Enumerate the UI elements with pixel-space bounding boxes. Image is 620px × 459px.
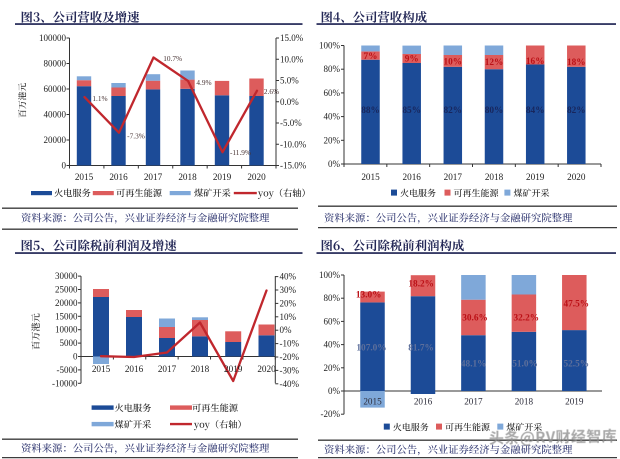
svg-text:100%: 100% [319, 270, 341, 280]
svg-text:2015: 2015 [363, 396, 382, 406]
svg-text:-20%: -20% [321, 409, 341, 419]
svg-text:60000: 60000 [44, 84, 67, 94]
svg-text:2017: 2017 [144, 172, 163, 182]
svg-text:40%: 40% [324, 112, 341, 122]
svg-text:51.0%: 51.0% [512, 360, 538, 370]
svg-text:0%: 0% [280, 325, 293, 335]
svg-text:16%: 16% [526, 57, 545, 67]
svg-text:-10000: -10000 [52, 378, 78, 388]
svg-text:80000: 80000 [44, 59, 67, 69]
svg-text:30%: 30% [280, 285, 297, 295]
svg-text:2019: 2019 [213, 172, 232, 182]
svg-text:2017: 2017 [464, 396, 483, 406]
svg-text:32.2%: 32.2% [514, 314, 540, 324]
svg-text:40000: 40000 [44, 110, 67, 120]
svg-text:2018: 2018 [515, 396, 534, 406]
svg-text:85%: 85% [402, 106, 421, 116]
svg-text:2018: 2018 [178, 172, 197, 182]
svg-text:-7.3%: -7.3% [127, 131, 145, 140]
svg-text:25000: 25000 [55, 285, 78, 295]
svg-text:7%: 7% [364, 52, 378, 62]
svg-text:2019: 2019 [565, 396, 584, 406]
svg-text:40%: 40% [324, 340, 341, 350]
svg-text:-5.0%: -5.0% [280, 118, 302, 128]
svg-text:2016: 2016 [403, 172, 422, 182]
svg-text:2018: 2018 [485, 172, 504, 182]
svg-text:4.9%: 4.9% [196, 78, 211, 87]
svg-text:40%: 40% [280, 272, 297, 282]
svg-text:52.5%: 52.5% [564, 360, 590, 370]
svg-text:0: 0 [73, 352, 78, 362]
svg-text:18.2%: 18.2% [408, 280, 434, 290]
svg-text:5.0%: 5.0% [280, 76, 299, 86]
svg-text:2020: 2020 [567, 172, 586, 182]
svg-text:80%: 80% [324, 64, 341, 74]
svg-text:2015: 2015 [75, 172, 94, 182]
svg-text:80%: 80% [485, 106, 504, 116]
svg-text:15000: 15000 [55, 311, 78, 321]
svg-text:2019: 2019 [224, 364, 243, 374]
svg-text:30.6%: 30.6% [462, 314, 488, 324]
svg-text:-20%: -20% [280, 352, 300, 362]
svg-text:-30%: -30% [280, 365, 300, 375]
svg-text:5000: 5000 [60, 338, 79, 348]
svg-text:0%: 0% [328, 386, 341, 396]
svg-text:2020: 2020 [257, 364, 276, 374]
svg-text:88%: 88% [361, 106, 380, 116]
svg-text:2020: 2020 [247, 172, 266, 182]
svg-text:2016: 2016 [414, 396, 433, 406]
svg-text:20%: 20% [324, 135, 341, 145]
svg-text:100000: 100000 [39, 33, 67, 43]
svg-text:2016: 2016 [109, 172, 128, 182]
svg-text:107.0%: 107.0% [356, 344, 386, 354]
svg-text:2015: 2015 [361, 172, 380, 182]
svg-text:10.7%: 10.7% [163, 54, 182, 63]
svg-text:82%: 82% [567, 106, 586, 116]
svg-text:0%: 0% [328, 159, 341, 169]
svg-text:10%: 10% [444, 58, 463, 68]
svg-text:82%: 82% [444, 106, 463, 116]
svg-text:9%: 9% [405, 55, 419, 65]
svg-text:2017: 2017 [444, 172, 463, 182]
svg-text:-5000: -5000 [57, 365, 78, 375]
svg-text:2019: 2019 [526, 172, 545, 182]
svg-text:30000: 30000 [55, 271, 78, 281]
svg-text:-40%: -40% [280, 379, 300, 389]
svg-text:60%: 60% [324, 88, 341, 98]
svg-text:-10%: -10% [280, 339, 300, 349]
svg-text:-11.9%: -11.9% [230, 148, 251, 157]
svg-text:80%: 80% [324, 293, 341, 303]
svg-text:48.1%: 48.1% [461, 360, 487, 370]
svg-text:20000: 20000 [44, 135, 67, 145]
svg-text:10000: 10000 [55, 325, 78, 335]
svg-text:84%: 84% [526, 106, 545, 116]
svg-text:-15.0%: -15.0% [280, 161, 307, 171]
svg-text:20000: 20000 [55, 298, 78, 308]
svg-text:0: 0 [62, 161, 67, 171]
svg-text:100%: 100% [319, 41, 341, 51]
svg-text:60%: 60% [324, 316, 341, 326]
svg-text:0.0%: 0.0% [280, 97, 299, 107]
svg-text:2015: 2015 [92, 364, 111, 374]
svg-text:2017: 2017 [158, 364, 177, 374]
svg-text:20%: 20% [280, 298, 297, 308]
svg-text:2016: 2016 [125, 364, 144, 374]
svg-text:20%: 20% [324, 363, 341, 373]
svg-text:15.0%: 15.0% [280, 33, 304, 43]
svg-text:2.6%: 2.6% [264, 87, 279, 96]
svg-text:18%: 18% [567, 58, 586, 68]
svg-text:12%: 12% [485, 58, 504, 68]
svg-text:2018: 2018 [191, 364, 210, 374]
svg-text:1.1%: 1.1% [92, 94, 107, 103]
svg-text:-10.0%: -10.0% [280, 139, 307, 149]
svg-text:13.0%: 13.0% [356, 291, 382, 301]
svg-text:81.7%: 81.7% [408, 344, 434, 354]
svg-text:47.5%: 47.5% [564, 300, 590, 310]
svg-text:10%: 10% [280, 312, 297, 322]
svg-text:10.0%: 10.0% [280, 54, 304, 64]
